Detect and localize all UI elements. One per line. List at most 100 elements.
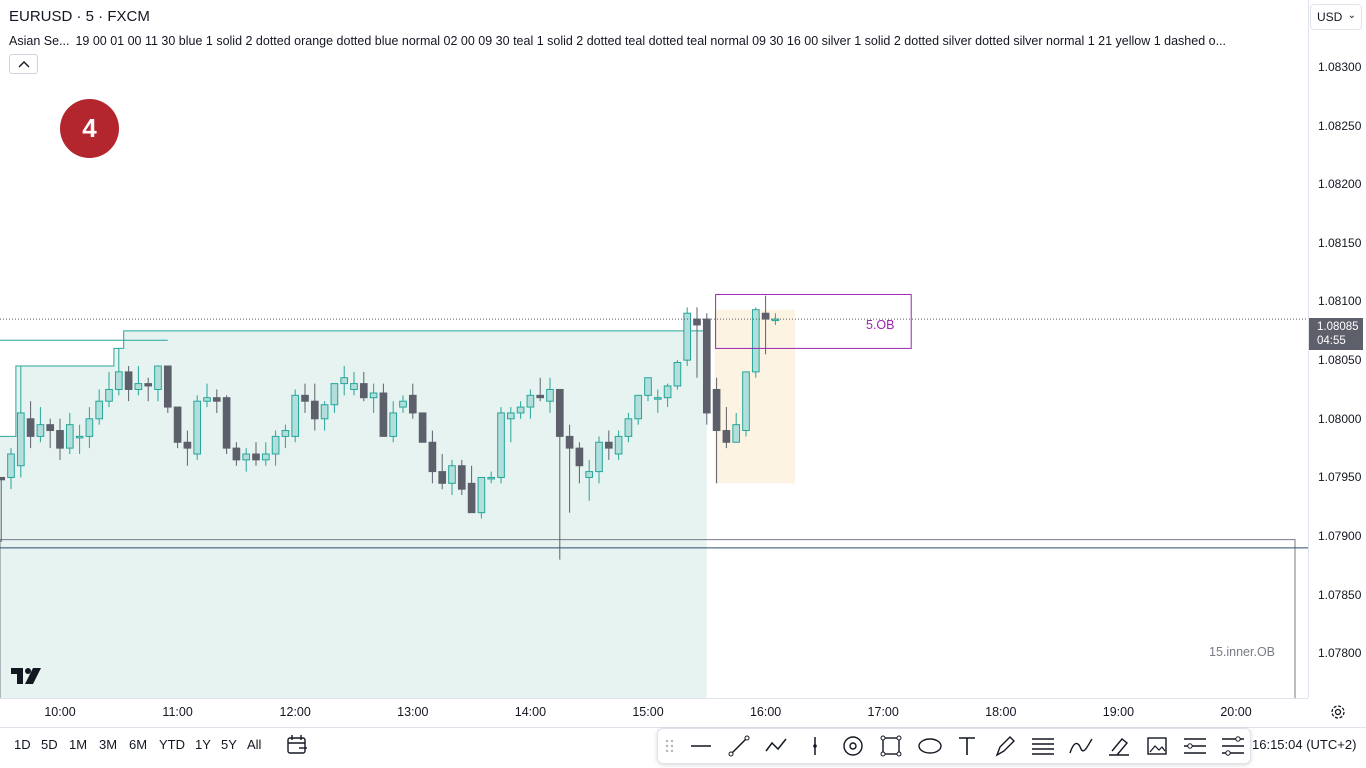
candle (467, 465, 476, 514)
candle (173, 406, 182, 449)
drawing-toolbar (657, 728, 1251, 764)
time-tick-label: 11:00 (162, 705, 193, 719)
indicator-params: 19 00 01 00 11 30 blue 1 solid 2 dotted … (75, 34, 1226, 48)
drag-handle-icon[interactable] (657, 734, 683, 758)
time-tick-label: 16:00 (749, 705, 782, 719)
vertical-line-icon[interactable] (802, 734, 828, 758)
time-tick-label: 17:00 (867, 705, 899, 719)
candle-body (163, 365, 172, 408)
candle-body (340, 377, 349, 385)
candle-body (232, 447, 241, 461)
horizontal-line-icon[interactable] (688, 734, 714, 758)
candle-body (0, 476, 6, 481)
candle (516, 401, 525, 419)
candle-body (693, 318, 701, 326)
candle (46, 418, 55, 449)
candle (163, 365, 172, 413)
clock[interactable]: 16:15:04 (UTC+2) (1252, 737, 1357, 752)
polyline-icon[interactable] (764, 734, 790, 758)
candlestick-chart[interactable] (0, 0, 1308, 698)
currency-select[interactable]: USD ⌄ (1310, 4, 1362, 30)
candle (320, 401, 329, 431)
highlighter-icon[interactable] (1106, 734, 1132, 758)
candle (585, 459, 594, 501)
candle-body (614, 435, 623, 455)
trend-line-icon[interactable] (726, 734, 752, 758)
ob-box (715, 293, 912, 349)
time-tick-label: 15:00 (632, 705, 664, 719)
range-button-6m[interactable]: 6M (129, 737, 148, 752)
price-tick-label: 1.08100 (1318, 294, 1362, 309)
candle-body (359, 383, 368, 399)
candle-body (75, 435, 84, 439)
candle (114, 348, 123, 396)
collapse-legend-button[interactable] (9, 54, 38, 74)
indicator-name[interactable]: Asian Se... (9, 34, 70, 48)
candle (369, 383, 378, 413)
candle (418, 412, 427, 443)
candle (565, 424, 574, 513)
symbol-title[interactable]: EURUSD · 5 · FXCM (9, 8, 150, 25)
range-button-1m[interactable]: 1M (69, 737, 88, 752)
range-button-all[interactable]: All (247, 737, 262, 752)
candle-body (683, 312, 692, 361)
candle-body (310, 400, 319, 420)
object-tree-icon[interactable] (1220, 734, 1246, 758)
chart-area[interactable] (0, 0, 1308, 698)
candle (26, 401, 35, 449)
candle (379, 383, 388, 437)
ellipse-icon[interactable] (916, 734, 942, 758)
candle (673, 360, 682, 390)
candle-body (183, 441, 192, 449)
candle (438, 453, 447, 490)
range-button-3m[interactable]: 3M (99, 737, 118, 752)
candle (252, 442, 260, 466)
time-tick-label: 19:00 (1102, 705, 1135, 719)
pattern-icon[interactable] (1068, 734, 1094, 758)
candle-body (761, 312, 770, 320)
text-tool-icon[interactable] (954, 734, 980, 758)
image-icon[interactable] (1144, 734, 1170, 758)
candle-body (448, 465, 456, 484)
time-axis[interactable] (0, 698, 1308, 726)
candle-body (203, 397, 211, 402)
price-tick-label: 1.08250 (1318, 118, 1362, 133)
range-button-1d[interactable]: 1D (14, 737, 31, 752)
candle (722, 407, 731, 449)
candle (477, 476, 486, 519)
inner-ob-box (0, 539, 1296, 698)
brush-icon[interactable] (992, 734, 1018, 758)
range-button-5y[interactable]: 5Y (221, 737, 237, 752)
candle (212, 389, 221, 413)
candle (124, 366, 133, 402)
candle (154, 365, 162, 402)
candle (301, 383, 309, 413)
candle (0, 476, 6, 542)
range-button-1y[interactable]: 1Y (195, 737, 211, 752)
circle-target-icon[interactable] (840, 734, 866, 758)
indicator-legend[interactable]: Asian Se... 19 00 01 00 11 30 blue 1 soli… (9, 34, 1301, 48)
settings-gear-icon[interactable] (1328, 702, 1348, 722)
price-tick-label: 1.08150 (1318, 235, 1362, 250)
calendar-icon[interactable] (286, 734, 308, 756)
tradingview-logo[interactable] (11, 666, 43, 686)
candle (65, 412, 74, 454)
rectangle-icon[interactable] (878, 734, 904, 758)
candle (536, 377, 545, 402)
candle (506, 407, 515, 443)
candle (457, 459, 466, 496)
candle-body (56, 430, 64, 449)
candle (193, 395, 202, 460)
candle (408, 383, 417, 419)
fib-levels-icon[interactable] (1030, 734, 1056, 758)
range-button-5d[interactable]: 5D (41, 737, 58, 752)
candle-body (222, 397, 231, 449)
candle (595, 436, 603, 484)
range-button-ytd[interactable]: YTD (159, 737, 185, 752)
candle-body (477, 476, 486, 514)
candle-body (16, 412, 25, 467)
measure-icon[interactable] (1182, 734, 1208, 758)
candle-body (252, 453, 260, 461)
candle-body (585, 471, 594, 478)
candle (183, 430, 192, 466)
